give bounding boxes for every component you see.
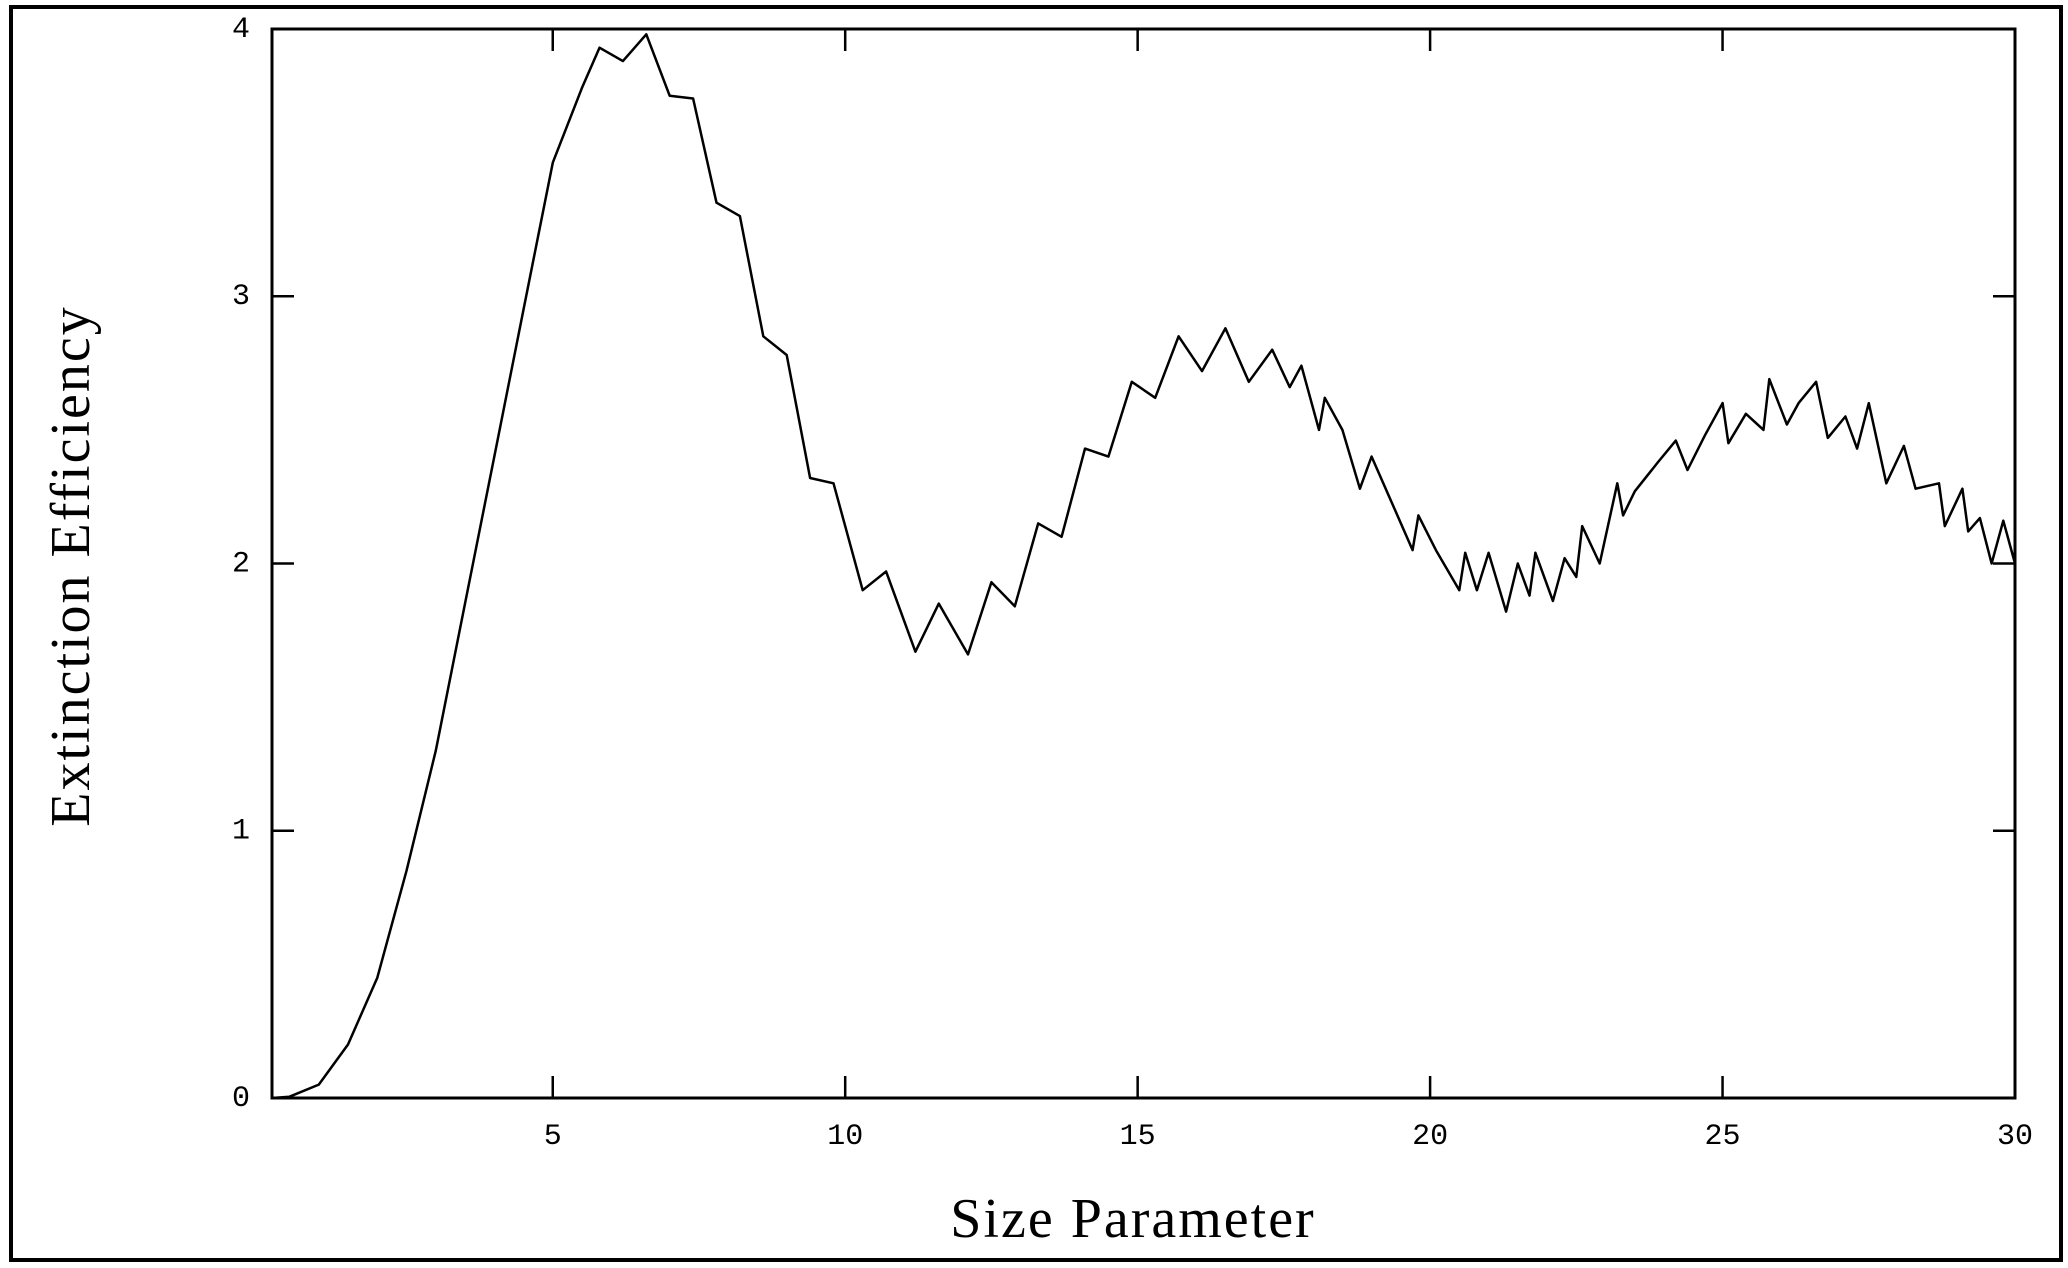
- y-tick-label: 1: [232, 815, 250, 849]
- outer-frame: [9, 5, 2063, 1262]
- y-tick-label: 2: [232, 547, 250, 581]
- y-tick-label: 0: [232, 1082, 250, 1116]
- plot-frame: [270, 27, 2017, 1100]
- x-tick-label: 25: [1705, 1120, 1741, 1154]
- x-tick-label: 30: [1997, 1120, 2033, 1154]
- x-tick-label: 20: [1412, 1120, 1448, 1154]
- x-tick-label: 5: [544, 1120, 562, 1154]
- y-tick-label: 3: [232, 280, 250, 314]
- x-tick-label: 15: [1120, 1120, 1156, 1154]
- x-axis-label: Size Parameter: [950, 1188, 1315, 1250]
- y-tick-label: 4: [232, 13, 250, 47]
- y-axis-label: Extinction Efficiency: [40, 305, 102, 826]
- x-tick-label: 10: [827, 1120, 863, 1154]
- data-line: [271, 33, 2017, 1100]
